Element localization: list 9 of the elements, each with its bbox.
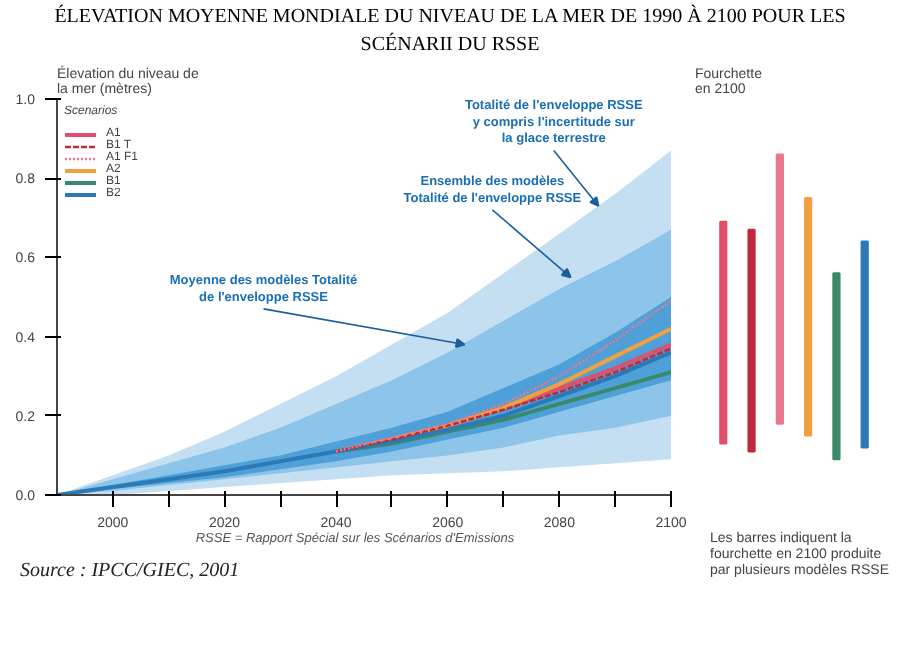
line-series xyxy=(334,299,671,453)
bar xyxy=(804,197,813,437)
bar xyxy=(719,220,728,445)
bar xyxy=(832,272,841,461)
bar xyxy=(747,228,756,453)
source-note: Source : IPCC/GIEC, 2001 xyxy=(20,560,240,583)
chart-title: ÉLEVATION MOYENNE MONDIALE DU NIVEAU DE LA MER DE 1990 À 2100 POUR LES SCÉNARII DU RSSE xyxy=(52,4,848,61)
bar xyxy=(775,153,784,425)
bar xyxy=(860,240,869,449)
